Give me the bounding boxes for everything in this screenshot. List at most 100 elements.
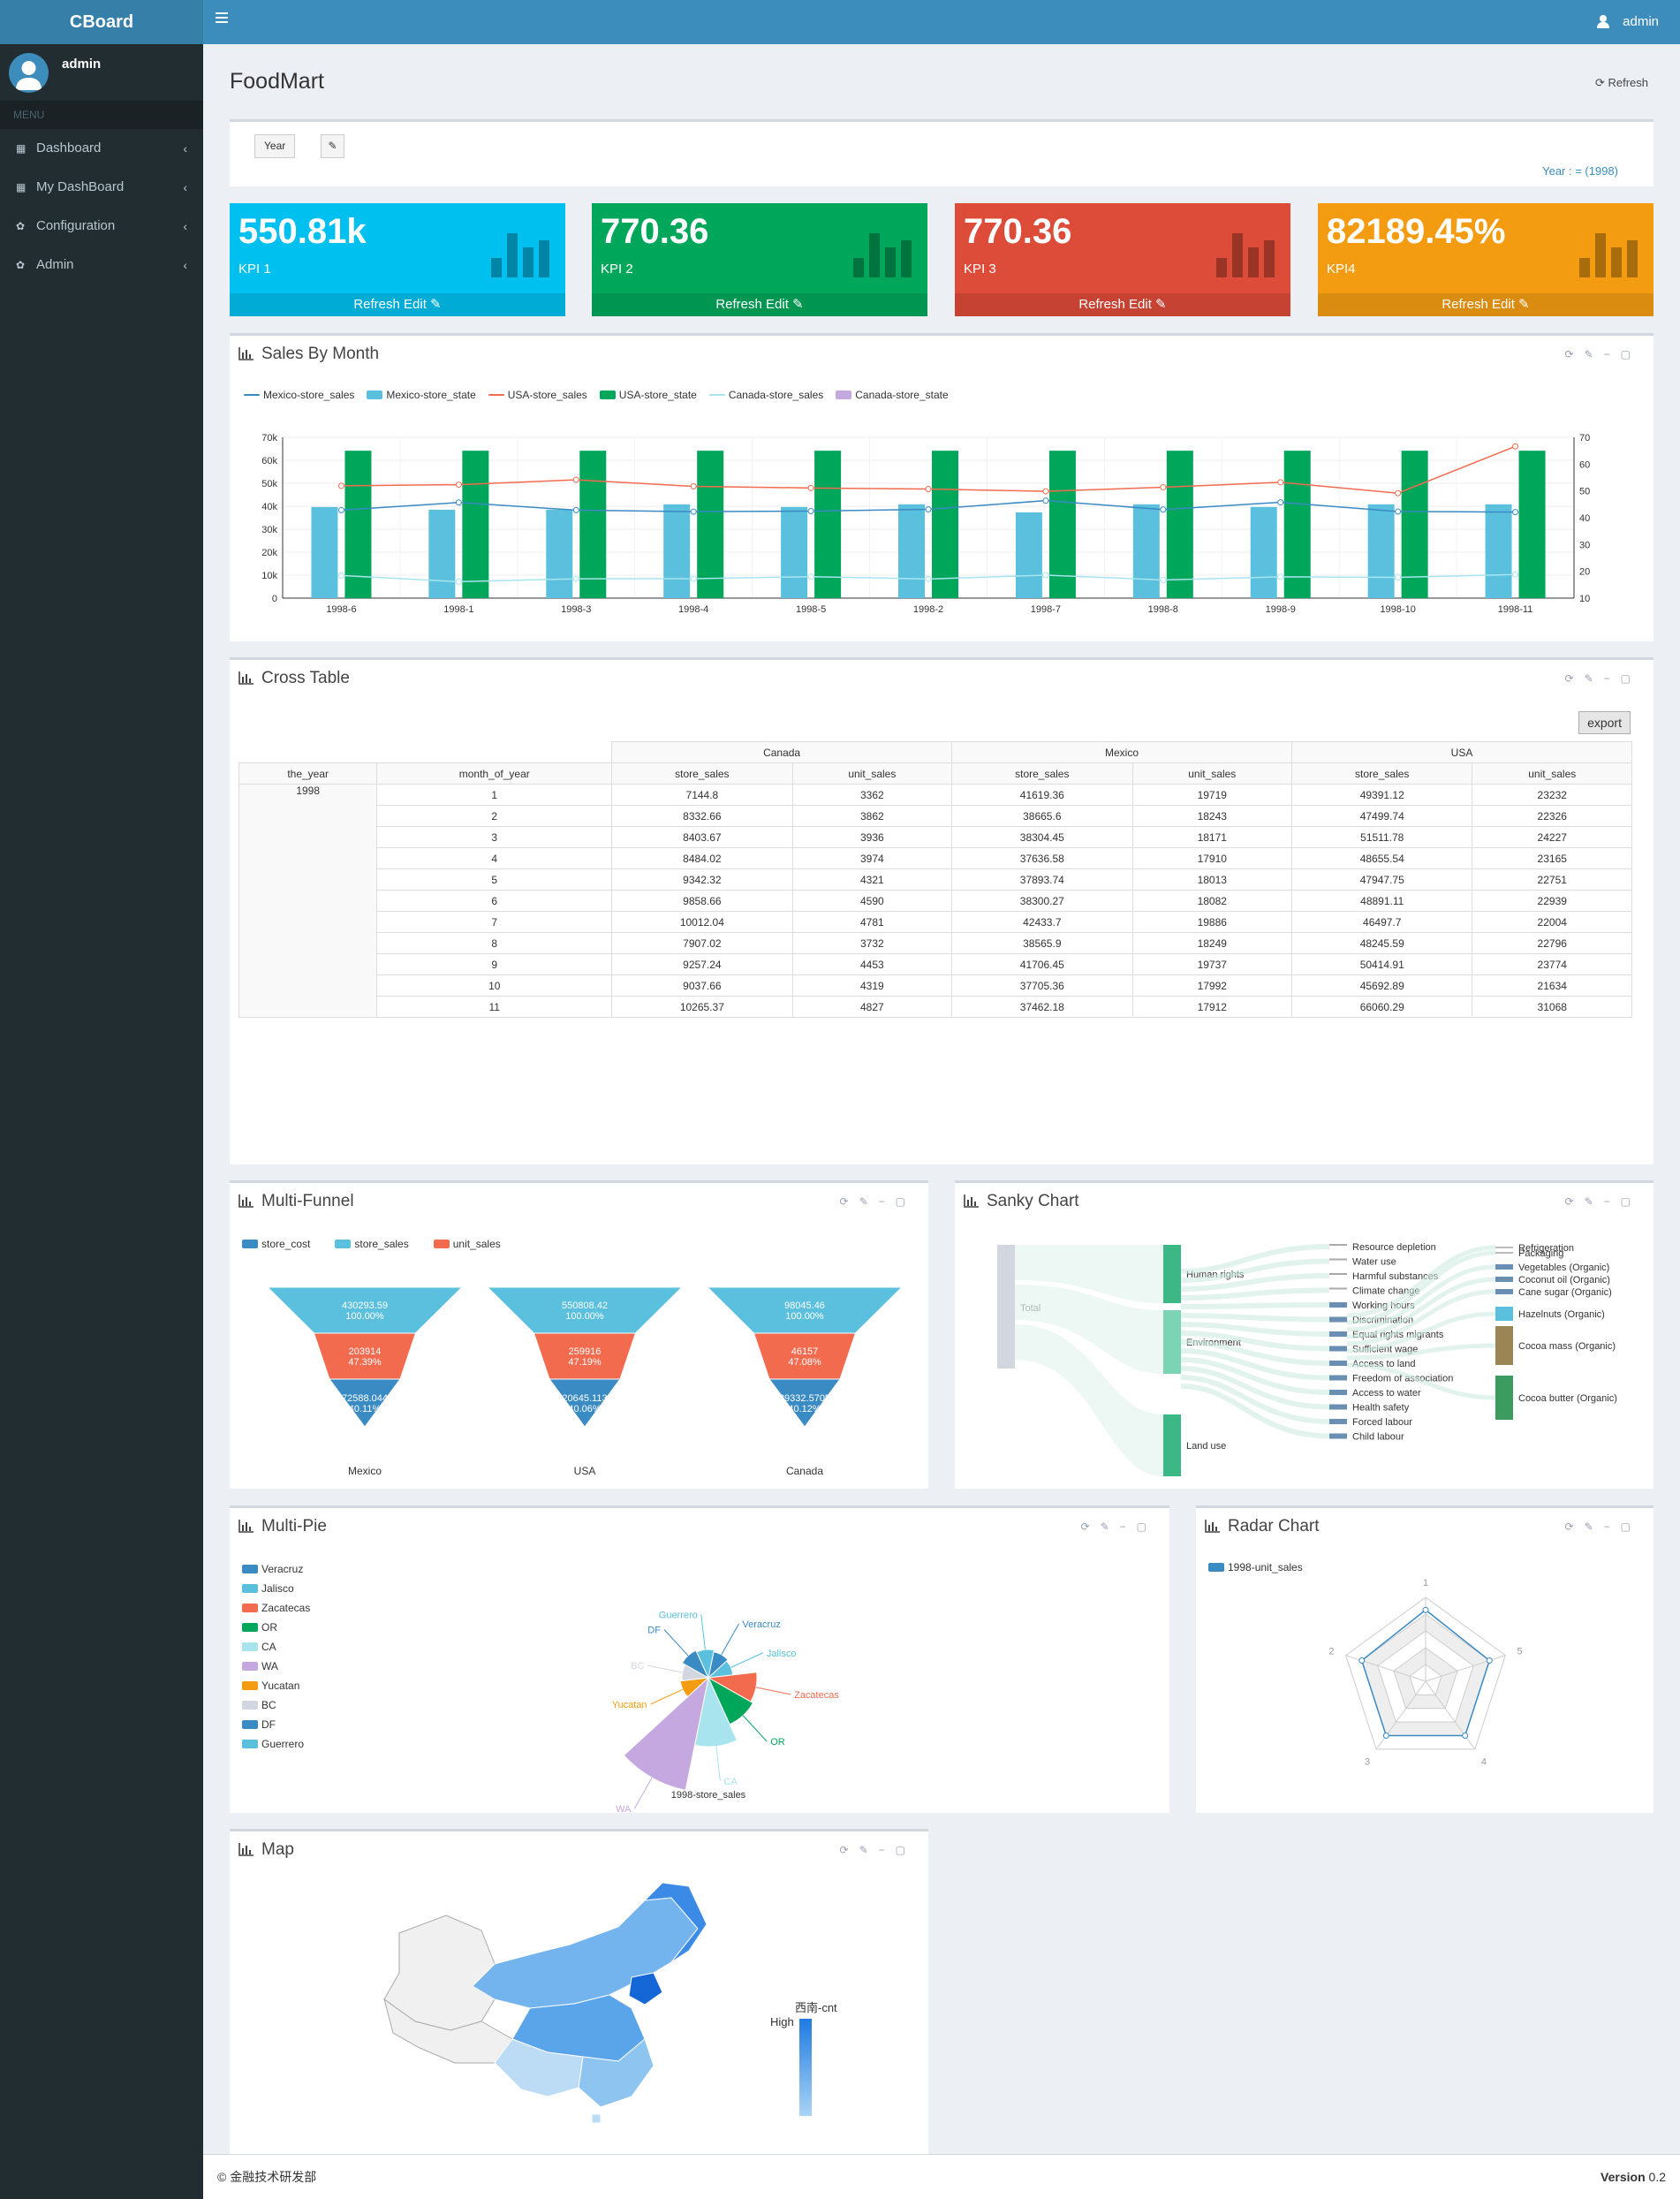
box-tools[interactable]: ⟳✎−▢ — [1564, 1195, 1641, 1208]
bar-chart-icon — [238, 1843, 254, 1856]
legend-item[interactable]: Mexico-store_sales — [244, 389, 354, 401]
x-tick-label: 1998-1 — [443, 604, 473, 615]
sankey-label: Health safety — [1352, 1403, 1410, 1414]
legend-item[interactable]: USA-store_state — [599, 389, 697, 401]
x-tick-label: 1998-7 — [1031, 604, 1061, 615]
chart-legend[interactable]: Veracruz Jalisco Zacatecas OR CA WA Yucatan BC D… — [242, 1559, 322, 1754]
table-cell: 22939 — [1472, 890, 1632, 912]
line-point — [1395, 489, 1402, 497]
table-cell: 3 — [376, 826, 613, 848]
legend-item[interactable]: store_cost — [242, 1238, 322, 1250]
box-tools[interactable]: ⟳✎−▢ — [839, 1844, 916, 1856]
box-tools[interactable]: ⟳✎−▢ — [839, 1195, 916, 1208]
bar — [1015, 512, 1042, 598]
legend-item[interactable]: Guerrero — [242, 1734, 322, 1754]
map-box: Map ⟳✎−▢ 西南-cnt High — [230, 1829, 928, 2154]
cross-table-box: Cross Table ⟳✎−▢ export Canada Mexico USA t… — [230, 657, 1654, 1164]
legend-item[interactable]: DF — [242, 1715, 322, 1734]
page-refresh-button[interactable]: ⟳ Refresh — [1594, 76, 1648, 89]
legend-item[interactable]: WA — [242, 1657, 322, 1676]
legend-item[interactable]: unit_sales — [433, 1238, 513, 1250]
map-region-hainan — [591, 2113, 602, 2124]
table-cell: 51511.78 — [1290, 826, 1473, 848]
kpi-footer-actions[interactable]: Refresh Edit ✎ — [230, 293, 565, 316]
sankey-link — [1346, 1362, 1496, 1400]
sankey-link — [1346, 1343, 1496, 1361]
legend-item[interactable]: Yucatan — [242, 1676, 322, 1695]
sankey-link — [1346, 1264, 1496, 1332]
legend-item[interactable]: Zacatecas — [242, 1598, 322, 1618]
table-cell: 3936 — [791, 826, 953, 848]
table-cell: 46497.7 — [1290, 911, 1473, 933]
sankey-node — [1495, 1277, 1513, 1282]
map-region-south — [578, 2038, 655, 2108]
sidebar-item-dashboard[interactable]: ▦ Dashboard ‹ — [0, 129, 203, 168]
line-point — [572, 506, 579, 513]
line-point — [572, 575, 579, 582]
sidebar-item-my-dashboard[interactable]: ▦ My DashBoard ‹ — [0, 168, 203, 207]
legend-item[interactable]: Mexico-store_state — [367, 389, 476, 401]
column-header: unit_sales — [1131, 762, 1293, 785]
column-header: unit_sales — [791, 762, 953, 785]
sankey-link — [1346, 1277, 1496, 1339]
sankey-link — [1346, 1245, 1496, 1318]
legend-item[interactable]: OR — [242, 1618, 322, 1637]
legend-item[interactable]: CA — [242, 1637, 322, 1657]
bar — [781, 506, 808, 598]
bar — [663, 504, 691, 598]
bar — [814, 451, 842, 598]
box-title: Sales By Month — [238, 345, 379, 364]
chart-legend[interactable]: store_cost store_sales unit_sales — [242, 1238, 526, 1250]
line-point — [1160, 484, 1167, 491]
sankey-link — [1180, 1244, 1330, 1274]
legend-item[interactable]: Jalisco — [242, 1579, 322, 1598]
column-header: store_sales — [1290, 762, 1473, 785]
legend-item[interactable]: Canada-store_state — [836, 389, 949, 401]
legend-item[interactable]: USA-store_sales — [488, 389, 587, 401]
chart-legend[interactable]: 1998-unit_sales — [1208, 1561, 1328, 1573]
user-menu[interactable]: admin — [1596, 14, 1659, 29]
top-navbar: CBoard admin — [0, 0, 1680, 44]
pie-label-line — [650, 1688, 684, 1705]
sidebar-item-admin[interactable]: ✿ Admin ‹ — [0, 246, 203, 284]
legend-item[interactable]: Canada-store_sales — [708, 389, 823, 401]
sidebar-toggle-icon[interactable] — [216, 12, 228, 23]
table-cell: 9257.24 — [611, 953, 793, 975]
sidebar-item-label: Admin — [36, 257, 74, 272]
sidebar-item-configuration[interactable]: ✿ Configuration ‹ — [0, 207, 203, 246]
radar-series — [1360, 1609, 1491, 1737]
sidebar-item-label: Configuration — [36, 218, 116, 233]
table-row: 7 10012.04 4781 42433.7 19886 46497.7 22004 — [239, 911, 1632, 933]
y2-tick-label: 60 — [1579, 459, 1590, 470]
box-tools[interactable]: ⟳✎−▢ — [1564, 1520, 1641, 1533]
sidebar-user-panel: admin — [0, 44, 203, 101]
row-header: month_of_year — [376, 762, 613, 785]
table-cell: 19719 — [1131, 784, 1293, 806]
kpi-footer-actions[interactable]: Refresh Edit ✎ — [955, 293, 1290, 316]
sankey-box: Sanky Chart ⟳✎−▢ TotalHuman rightsEnviro… — [955, 1180, 1654, 1489]
kpi-footer-actions[interactable]: Refresh Edit ✎ — [1318, 293, 1654, 316]
bar-chart-icon — [491, 223, 553, 277]
table-cell: 18171 — [1131, 826, 1293, 848]
table-cell: 24227 — [1472, 826, 1632, 848]
kpi-footer-actions[interactable]: Refresh Edit ✎ — [592, 293, 927, 316]
line-point — [1512, 509, 1519, 516]
box-tools[interactable]: ⟳✎−▢ — [1080, 1520, 1157, 1533]
sankey-label: Child labour — [1352, 1432, 1404, 1443]
year-filter-button[interactable]: Year — [254, 134, 296, 158]
chart-legend[interactable]: Mexico-store_sales Mexico-store_state USA-… — [244, 389, 961, 401]
legend-item[interactable]: BC — [242, 1695, 322, 1715]
box-tools[interactable]: ⟳✎−▢ — [1564, 348, 1641, 360]
export-button[interactable]: export — [1578, 711, 1631, 734]
funnel-percent: 40.11% — [349, 1404, 382, 1414]
legend-item[interactable]: store_sales — [335, 1238, 420, 1250]
grid-icon: ▦ — [16, 142, 26, 155]
sankey-link — [1180, 1331, 1330, 1352]
legend-item[interactable]: Veracruz — [242, 1559, 322, 1579]
brand-logo[interactable]: CBoard — [0, 0, 203, 44]
edit-filter-button[interactable]: ✎ — [321, 134, 344, 158]
box-title: Cross Table — [238, 669, 350, 688]
line-point — [1512, 571, 1519, 578]
box-tools[interactable]: ⟳✎−▢ — [1564, 672, 1641, 685]
table-cell: 9 — [376, 953, 613, 975]
